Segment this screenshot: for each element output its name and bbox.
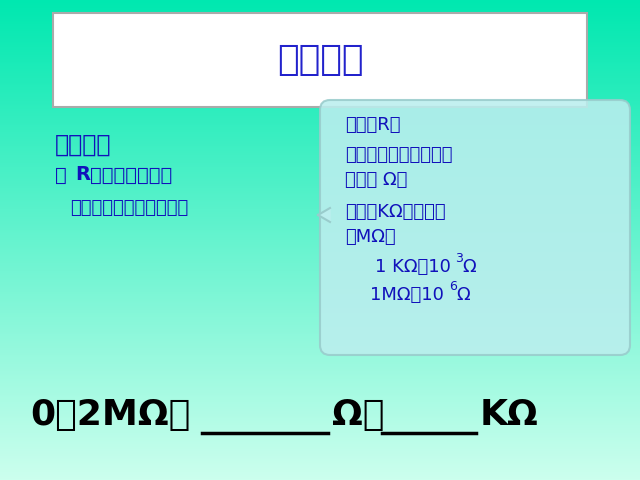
- Text: Ω: Ω: [462, 258, 476, 276]
- Text: 1MΩ＝10: 1MΩ＝10: [370, 286, 444, 304]
- FancyBboxPatch shape: [53, 13, 587, 107]
- FancyBboxPatch shape: [320, 100, 630, 355]
- Text: 3: 3: [455, 252, 463, 265]
- Text: R: R: [75, 166, 90, 184]
- Text: （: （: [55, 166, 67, 184]
- Text: ）什么叫电阻？: ）什么叫电阻？: [90, 166, 172, 184]
- Text: （２）电阻的单位及换算: （２）电阻的单位及换算: [70, 199, 188, 217]
- Text: Ω: Ω: [456, 286, 470, 304]
- Text: （MΩ）: （MΩ）: [345, 228, 396, 246]
- Text: 三、电阻: 三、电阻: [276, 43, 364, 77]
- Text: 6: 6: [449, 280, 457, 293]
- Text: 1 KΩ＝10: 1 KΩ＝10: [375, 258, 451, 276]
- Text: 字母：R，: 字母：R，: [345, 116, 401, 134]
- Text: 千欧（KΩ）和兆欧: 千欧（KΩ）和兆欧: [345, 203, 445, 221]
- Text: 符号是 Ω。: 符号是 Ω。: [345, 171, 408, 189]
- Text: 0．2MΩ＝: 0．2MΩ＝: [30, 398, 190, 432]
- Polygon shape: [318, 208, 330, 222]
- Text: １、电阻: １、电阻: [55, 133, 111, 157]
- Text: 单位：欧姆，简称欧，: 单位：欧姆，简称欧，: [345, 146, 452, 164]
- Text: KΩ: KΩ: [480, 398, 539, 432]
- Text: Ω＝: Ω＝: [332, 398, 385, 432]
